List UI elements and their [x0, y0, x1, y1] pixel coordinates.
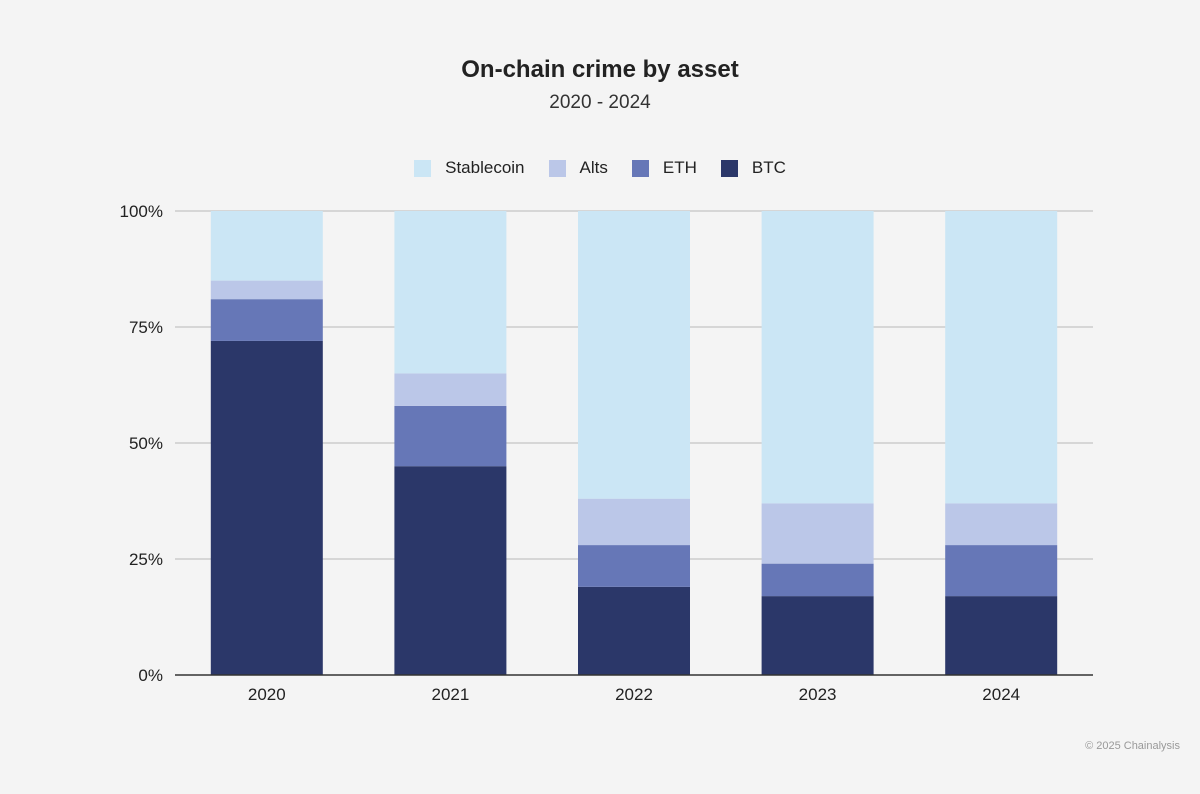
legend-swatch: [720, 159, 738, 177]
legend-item-alts: Alts: [548, 158, 608, 178]
y-tick-label: 100%: [120, 202, 163, 221]
legend-swatch: [414, 159, 432, 177]
legend-swatch: [631, 159, 649, 177]
bar-btc-2023: [761, 596, 874, 675]
bar-eth-2024: [945, 545, 1058, 597]
copyright-text: © 2025 Chainalysis: [1085, 740, 1180, 752]
legend-label: Stablecoin: [445, 158, 525, 177]
y-tick-label: 25%: [129, 550, 163, 569]
bar-eth-2020: [210, 299, 323, 341]
bar-alts-2020: [210, 280, 323, 300]
chart-subtitle: 2020 - 2024: [549, 92, 651, 113]
bar-alts-2021: [394, 373, 507, 406]
x-tick-label: 2021: [431, 685, 469, 704]
bar-eth-2023: [761, 563, 874, 597]
bar-btc-2024: [945, 596, 1058, 675]
bar-stablecoin-2024: [945, 211, 1058, 504]
x-tick-label: 2024: [982, 685, 1020, 704]
bar-stablecoin-2022: [578, 211, 690, 499]
bar-alts-2022: [578, 498, 690, 546]
chart-title: On-chain crime by asset: [461, 56, 739, 83]
legend-item-stablecoin: Stablecoin: [414, 158, 525, 178]
legend-item-eth: ETH: [631, 158, 697, 178]
y-tick-label: 50%: [129, 434, 163, 453]
bar-stablecoin-2023: [761, 211, 874, 504]
legend-label: BTC: [751, 158, 786, 177]
legend-swatch: [548, 159, 566, 177]
bar-eth-2022: [578, 545, 690, 587]
y-tick-label: 0%: [138, 666, 163, 685]
bar-eth-2021: [394, 405, 507, 467]
y-tick-label: 75%: [129, 318, 163, 337]
bar-alts-2023: [761, 503, 874, 564]
legend: Stablecoin Alts ETH BTC: [0, 158, 1200, 178]
bar-alts-2024: [945, 503, 1058, 546]
x-tick-label: 2020: [248, 685, 286, 704]
bar-stablecoin-2021: [394, 211, 507, 374]
legend-item-btc: BTC: [720, 158, 786, 178]
legend-label: ETH: [662, 158, 697, 177]
x-tick-label: 2022: [615, 685, 653, 704]
bar-stablecoin-2020: [210, 211, 323, 281]
bars: [210, 211, 1058, 675]
x-tick-label: 2023: [799, 685, 837, 704]
axes: 0% 25% 50% 75% 100% 2020 2021 2022 2023 2024: [120, 202, 1093, 704]
bar-btc-2020: [210, 340, 323, 675]
legend-label: Alts: [579, 158, 608, 177]
bar-btc-2022: [578, 586, 690, 675]
bar-btc-2021: [394, 466, 507, 675]
